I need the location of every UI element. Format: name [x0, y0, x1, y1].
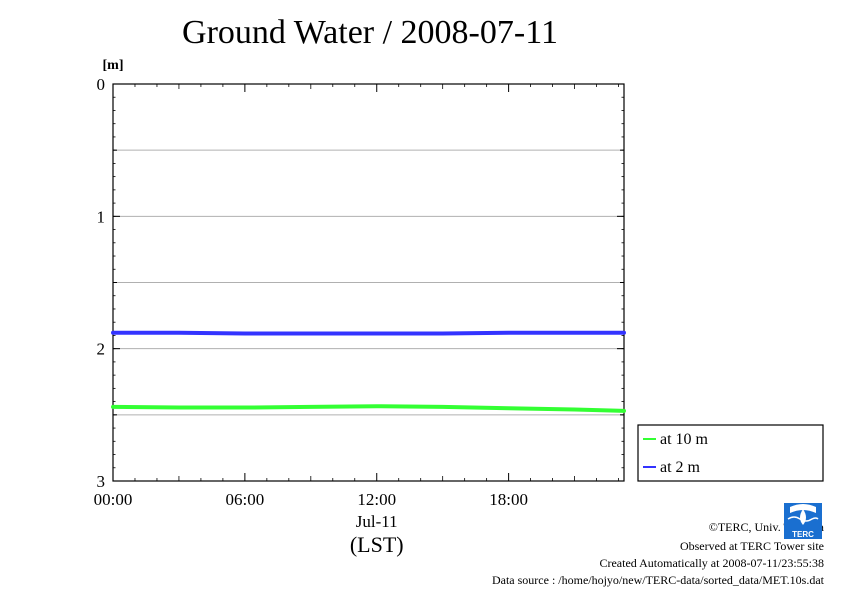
- x-axis-label: (LST): [350, 532, 404, 557]
- x-tick-label: 06:00: [226, 490, 265, 509]
- observed-text: Observed at TERC Tower site: [679, 539, 824, 553]
- series-line: [111, 404, 626, 413]
- y-tick-label: 3: [97, 472, 106, 491]
- legend-label: at 10 m: [660, 431, 709, 448]
- terc-logo: TERC: [784, 503, 822, 539]
- chart-title: Ground Water / 2008-07-11: [182, 14, 558, 51]
- y-unit-label: [m]: [103, 58, 124, 73]
- x-tick-label: 18:00: [489, 490, 528, 509]
- y-tick-label: 0: [97, 75, 106, 94]
- data-source-text: Data source : /home/hojyo/new/TERC-data/…: [491, 573, 824, 587]
- legend-box: [637, 424, 824, 482]
- y-tick-label: 2: [97, 340, 106, 359]
- date-label: Jul-11: [356, 512, 398, 531]
- x-tick-label: 12:00: [357, 490, 396, 509]
- svg-text:TERC: TERC: [792, 530, 814, 539]
- y-tick-label: 1: [97, 207, 106, 226]
- x-tick-label: 00:00: [94, 490, 133, 509]
- series-line: [111, 330, 626, 336]
- legend-label: at 2 m: [660, 459, 701, 476]
- created-text: Created Automatically at 2008-07-11/23:5…: [599, 556, 824, 570]
